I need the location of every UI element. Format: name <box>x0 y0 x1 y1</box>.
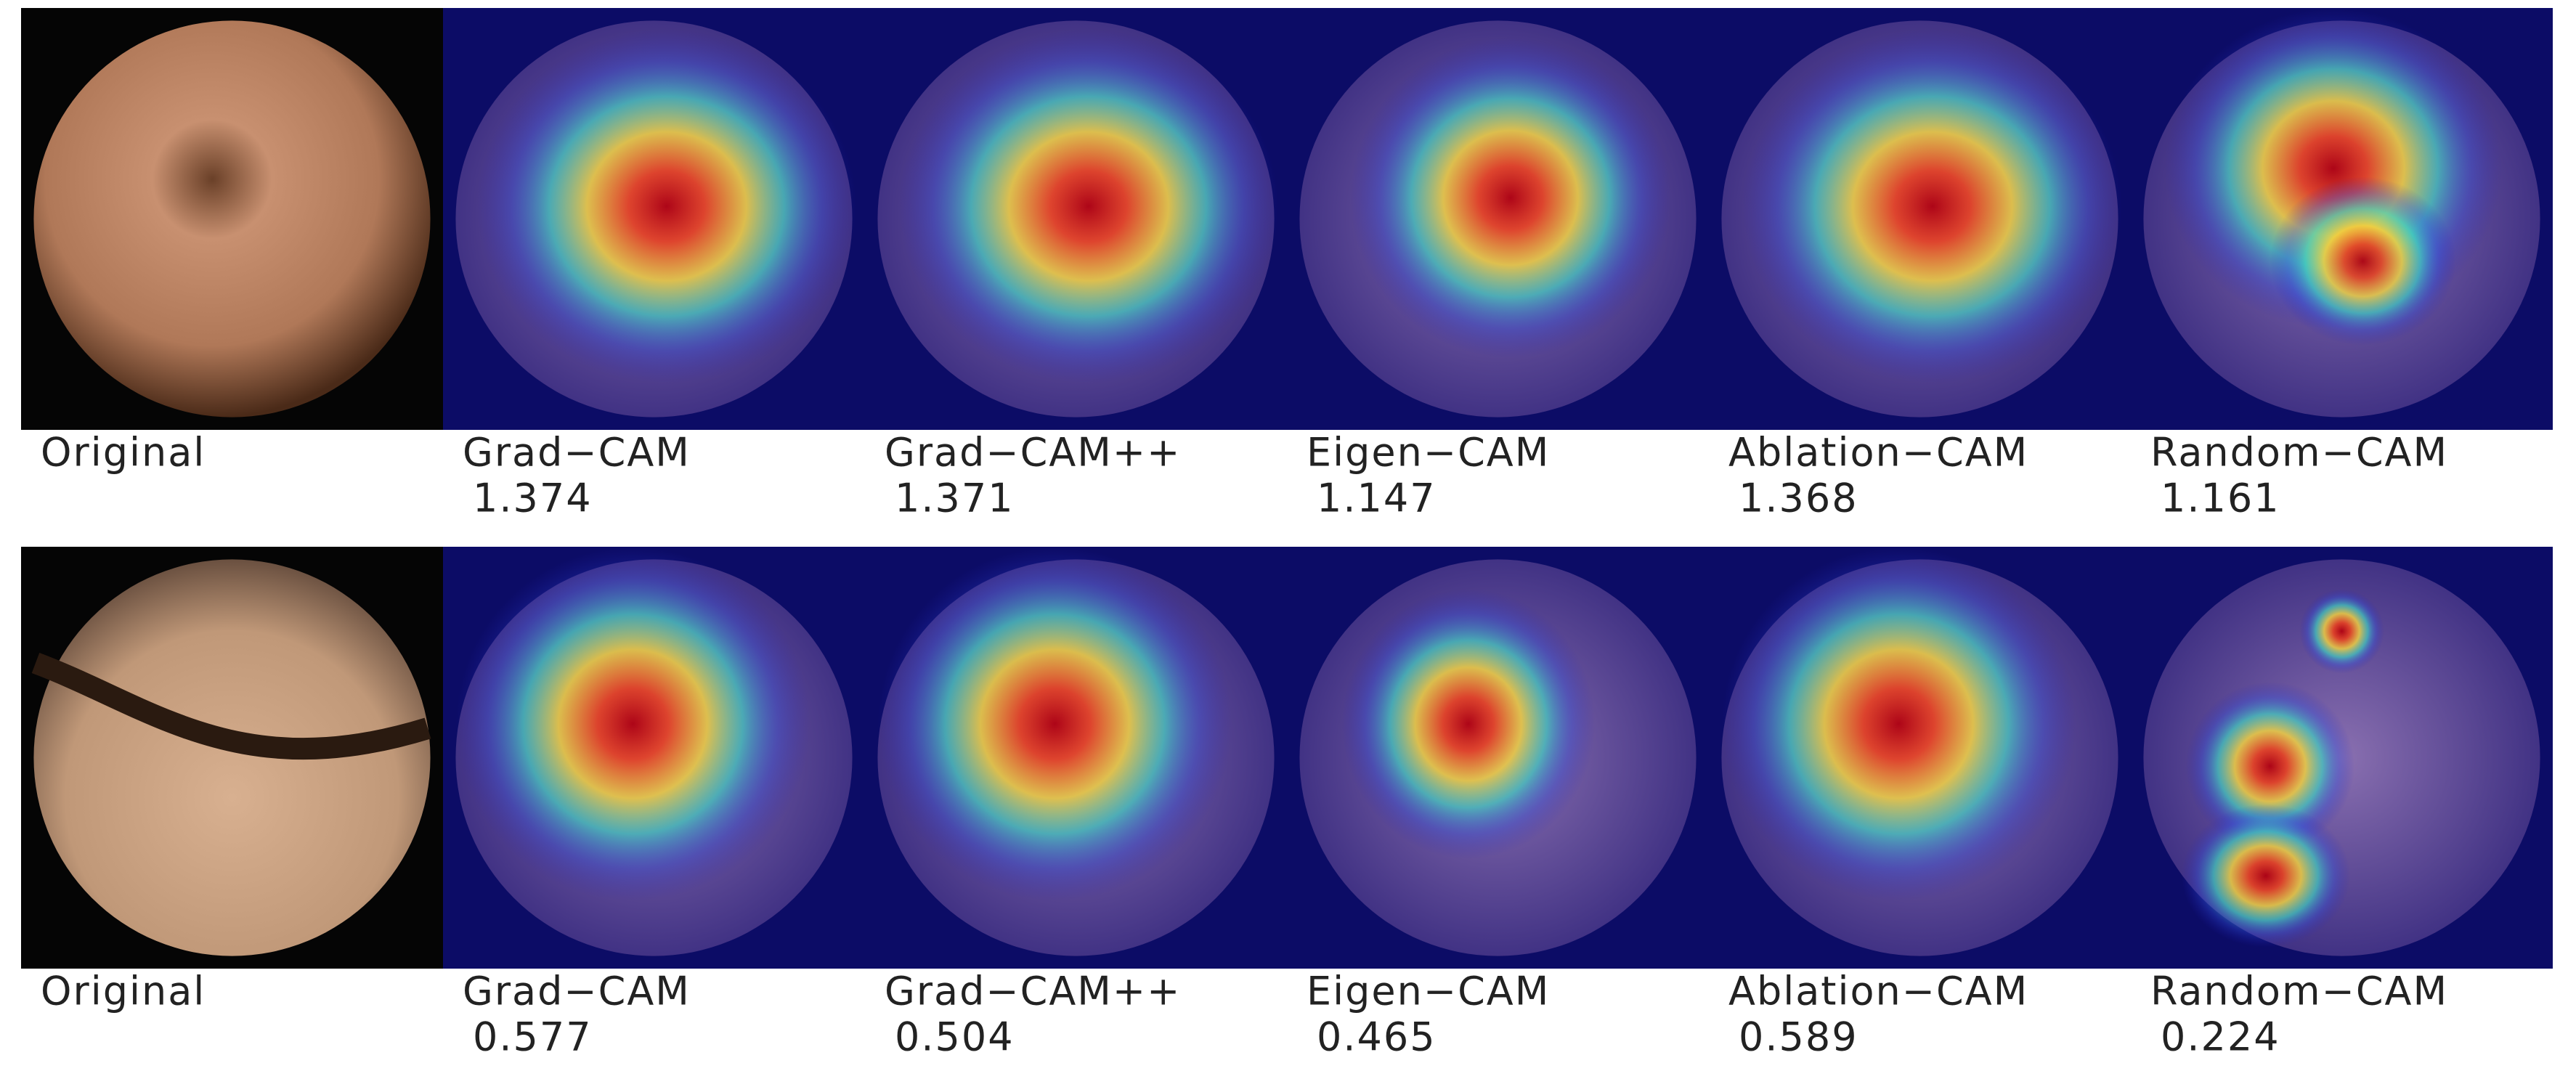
heatmap-blob <box>2299 589 2384 674</box>
heatmap-blob <box>1742 29 2123 384</box>
method-label: Original <box>41 969 206 1014</box>
method-label: Grad−CAM <box>463 969 691 1014</box>
method-label: Ablation−CAM <box>1728 430 2028 476</box>
method-score: 0.589 <box>1739 1014 1858 1060</box>
heatmap-blob <box>1341 589 1596 859</box>
panel: Grad−CAM++1.371 <box>865 8 1287 521</box>
method-score: 0.224 <box>2161 1014 2280 1060</box>
method-score: 1.161 <box>2161 476 2280 521</box>
heatmap-blob <box>877 547 1232 902</box>
heatmap-blob <box>898 29 1279 384</box>
method-label: Random−CAM <box>2150 430 2448 476</box>
endoscopy-image <box>33 20 431 418</box>
heatmap-blob <box>1721 547 2076 902</box>
method-label: Grad−CAM++ <box>885 969 1181 1014</box>
method-label: Grad−CAM++ <box>885 430 1181 476</box>
method-score: 0.577 <box>473 1014 593 1060</box>
panel: Original <box>21 8 443 476</box>
heatmap-blob <box>2181 804 2351 948</box>
endoscopy-image <box>33 559 431 956</box>
method-label: Random−CAM <box>2150 969 2448 1014</box>
method-label: Eigen−CAM <box>1307 430 1550 476</box>
panel: Grad−CAM++0.504 <box>865 547 1287 1060</box>
panel: Original <box>21 547 443 1014</box>
method-score: 1.368 <box>1739 476 1858 521</box>
tissue-fold <box>31 652 431 760</box>
method-score: 1.147 <box>1317 476 1437 521</box>
method-score: 0.465 <box>1317 1014 1437 1060</box>
heatmap-blob <box>455 547 810 902</box>
heatmap-blob <box>1350 37 1671 359</box>
method-score: 1.371 <box>895 476 1015 521</box>
heatmap-blob <box>2185 681 2354 851</box>
method-score: 1.374 <box>473 476 593 521</box>
heatmap-blob <box>476 29 857 384</box>
method-label: Original <box>41 430 206 476</box>
method-label: Eigen−CAM <box>1307 969 1550 1014</box>
method-label: Grad−CAM <box>463 430 691 476</box>
method-score: 0.504 <box>895 1014 1015 1060</box>
method-label: Ablation−CAM <box>1728 969 2028 1014</box>
heatmap-blob <box>2270 176 2456 346</box>
